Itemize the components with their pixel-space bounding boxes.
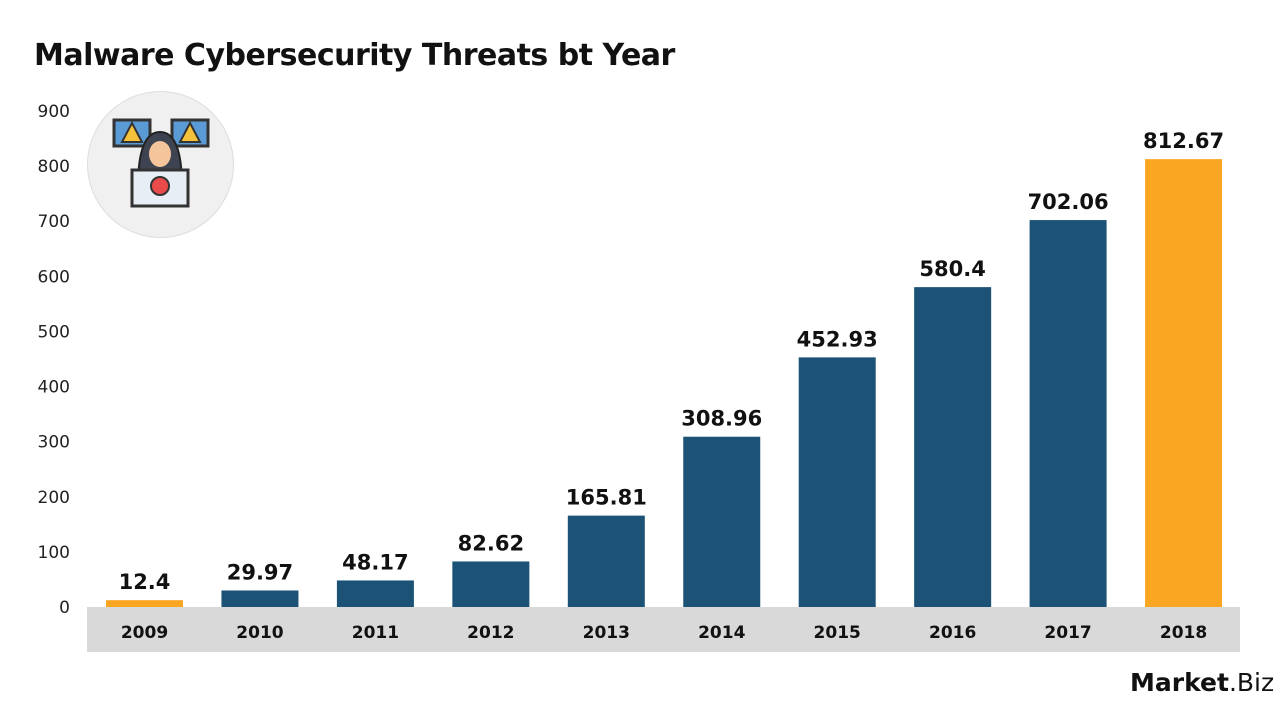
data-label-2013: 165.81 <box>566 486 647 510</box>
data-label-2018: 812.67 <box>1143 129 1224 153</box>
bar-2015 <box>798 357 876 607</box>
marketbiz-logo: Market.Biz <box>1130 668 1274 697</box>
hacker-illustration-icon <box>87 91 234 238</box>
x-tick-label-2010: 2010 <box>236 623 283 643</box>
logo-bold: Market <box>1130 668 1229 697</box>
x-tick-label-2012: 2012 <box>467 623 514 643</box>
data-label-2016: 580.4 <box>919 257 985 281</box>
data-label-2017: 702.06 <box>1028 190 1109 214</box>
y-tick-label: 900 <box>38 102 70 122</box>
x-tick-label-2014: 2014 <box>698 623 745 643</box>
y-tick-label: 100 <box>38 543 70 563</box>
data-label-2010: 29.97 <box>227 560 293 584</box>
y-tick-label: 700 <box>38 212 70 232</box>
bar-2016 <box>914 287 992 607</box>
bar-2014 <box>683 436 761 607</box>
y-tick-label: 800 <box>38 157 70 177</box>
bar-2018 <box>1145 159 1223 607</box>
data-label-2014: 308.96 <box>681 407 762 431</box>
data-label-2009: 12.4 <box>119 570 171 594</box>
y-tick-label: 300 <box>38 433 70 453</box>
bar-2009 <box>106 600 183 607</box>
x-tick-label-2016: 2016 <box>929 623 976 643</box>
data-label-2011: 48.17 <box>342 550 408 574</box>
y-tick-label: 400 <box>38 378 70 398</box>
y-tick-label: 0 <box>59 598 70 618</box>
bar-2012 <box>452 561 530 607</box>
x-tick-label-2013: 2013 <box>583 623 630 643</box>
bar-2010 <box>221 590 299 607</box>
y-tick-label: 200 <box>38 488 70 508</box>
x-tick-label-2018: 2018 <box>1160 623 1207 643</box>
data-label-2012: 82.62 <box>458 531 524 555</box>
x-tick-label-2009: 2009 <box>121 623 168 643</box>
bar-2017 <box>1029 220 1107 608</box>
x-axis-band <box>87 607 1240 652</box>
logo-light: .Biz <box>1228 668 1275 697</box>
y-tick-label: 500 <box>38 322 70 342</box>
y-tick-label: 600 <box>38 267 70 287</box>
x-tick-label-2015: 2015 <box>814 623 861 643</box>
x-tick-label-2017: 2017 <box>1044 623 1091 643</box>
x-tick-label-2011: 2011 <box>352 623 399 643</box>
chart-title: Malware Cybersecurity Threats bt Year <box>34 38 675 73</box>
data-label-2015: 452.93 <box>797 327 878 351</box>
bar-2013 <box>567 515 645 607</box>
bar-2011 <box>336 580 414 607</box>
